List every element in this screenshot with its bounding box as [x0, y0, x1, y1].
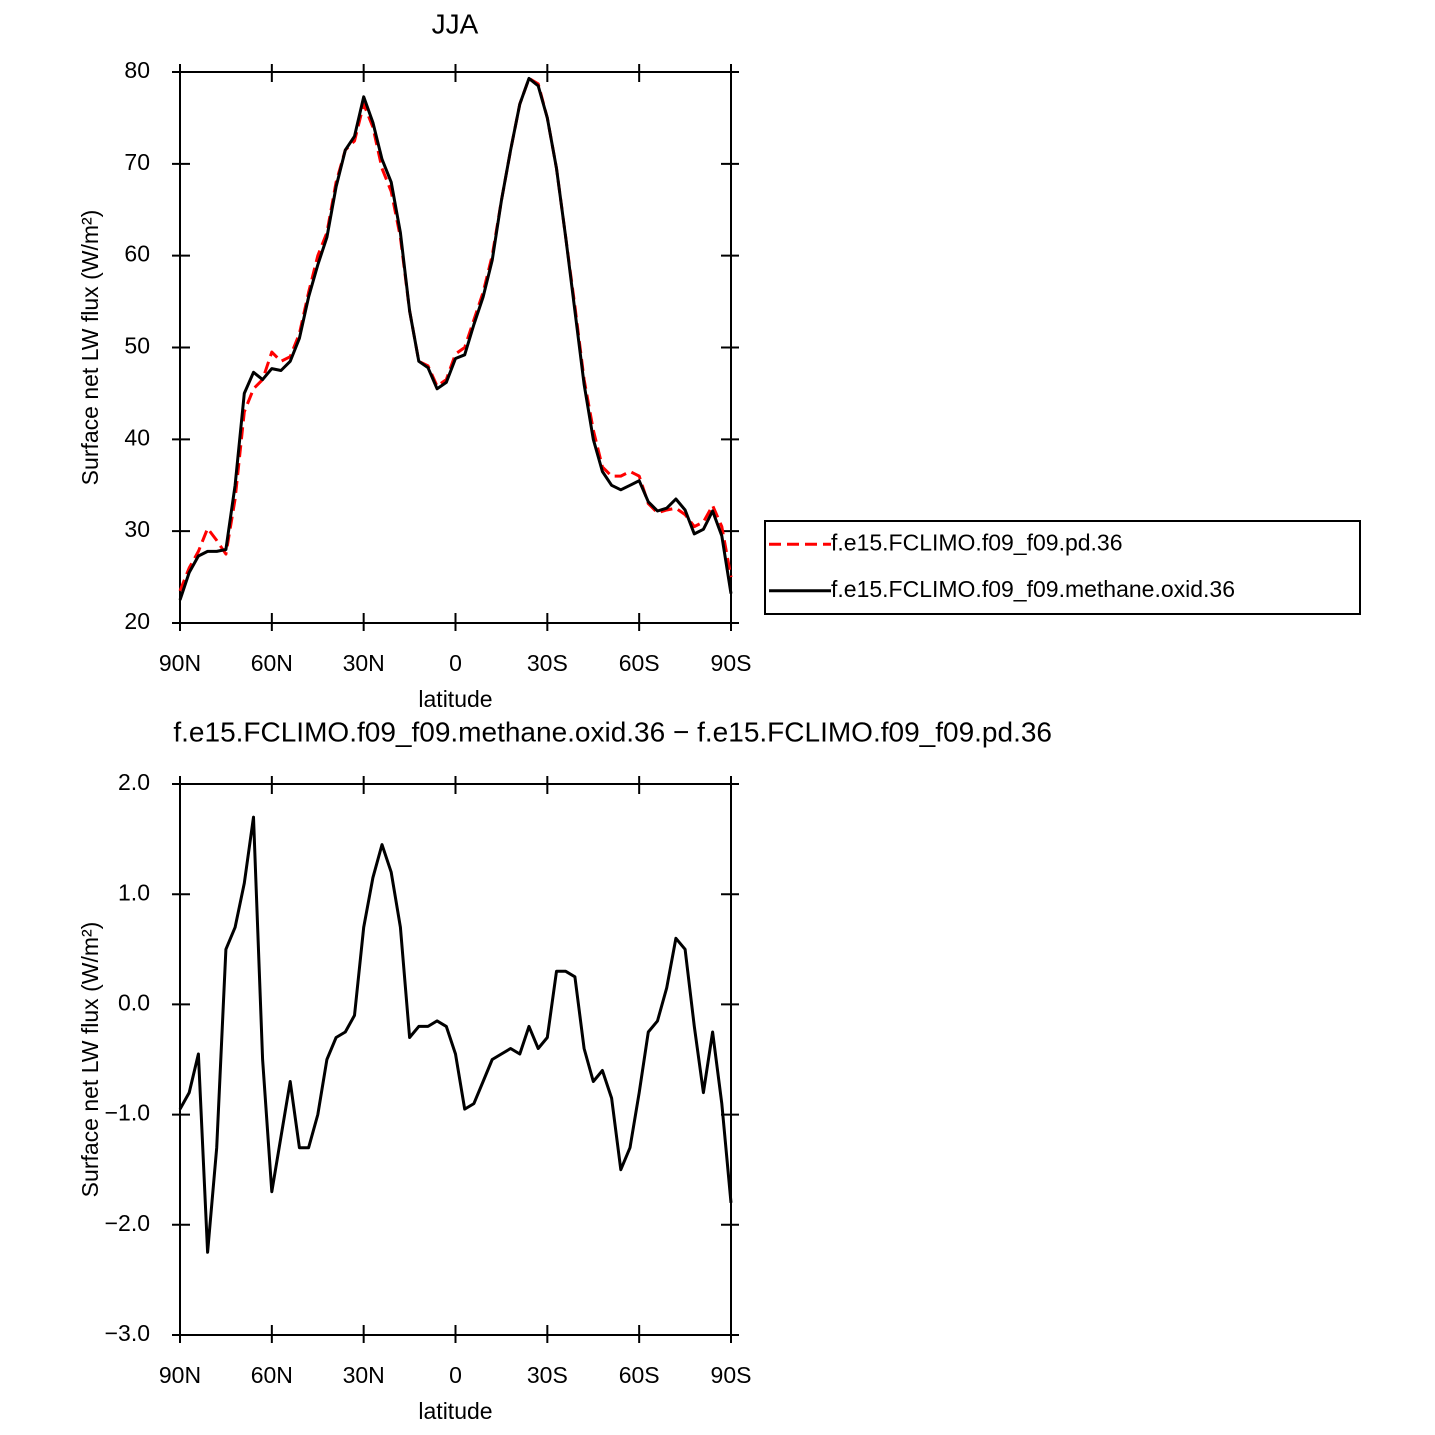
data-line	[178, 76, 733, 601]
x-tick-label: 0	[449, 1362, 462, 1388]
y-tick-label: 50	[124, 333, 150, 359]
x-axis-label: latitude	[418, 1398, 492, 1424]
y-tick-label: −1.0	[105, 1100, 150, 1126]
legend-label: f.e15.FCLIMO.f09_f09.methane.oxid.36	[831, 576, 1235, 602]
y-tick-label: 30	[124, 516, 150, 542]
data-line	[178, 76, 733, 592]
y-tick-label: 60	[124, 241, 150, 267]
chart-title: f.e15.FCLIMO.f09_f09.methane.oxid.36 − f…	[173, 716, 1052, 747]
x-axis-label: latitude	[418, 686, 492, 712]
x-tick-label: 30N	[343, 650, 385, 676]
x-tick-label: 30N	[343, 1362, 385, 1388]
x-tick-label: 90S	[711, 1362, 752, 1388]
x-tick-label: 30S	[527, 1362, 568, 1388]
y-tick-label: −3.0	[105, 1320, 150, 1346]
y-tick-label: 2.0	[118, 769, 150, 795]
y-tick-label: 70	[124, 149, 150, 175]
y-tick-label: 0.0	[118, 989, 150, 1015]
data-line	[178, 815, 733, 1254]
x-tick-label: 60S	[619, 650, 660, 676]
x-tick-label: 90N	[159, 1362, 201, 1388]
x-tick-label: 0	[449, 650, 462, 676]
x-tick-label: 30S	[527, 650, 568, 676]
y-axis-label: Surface net LW flux (W/m²)	[77, 922, 103, 1198]
x-tick-label: 90N	[159, 650, 201, 676]
y-axis-label: Surface net LW flux (W/m²)	[77, 210, 103, 486]
y-tick-label: −2.0	[105, 1210, 150, 1236]
y-tick-label: 80	[124, 57, 150, 83]
y-tick-label: 40	[124, 424, 150, 450]
plot-frame	[179, 71, 732, 624]
x-tick-label: 60N	[251, 650, 293, 676]
legend-label: f.e15.FCLIMO.f09_f09.pd.36	[831, 529, 1123, 555]
x-tick-label: 60S	[619, 1362, 660, 1388]
x-tick-label: 90S	[711, 650, 752, 676]
chart-title: JJA	[432, 8, 479, 39]
legend-box	[764, 520, 1361, 615]
y-tick-label: 1.0	[118, 879, 150, 905]
x-tick-label: 60N	[251, 1362, 293, 1388]
y-tick-label: 20	[124, 608, 150, 634]
